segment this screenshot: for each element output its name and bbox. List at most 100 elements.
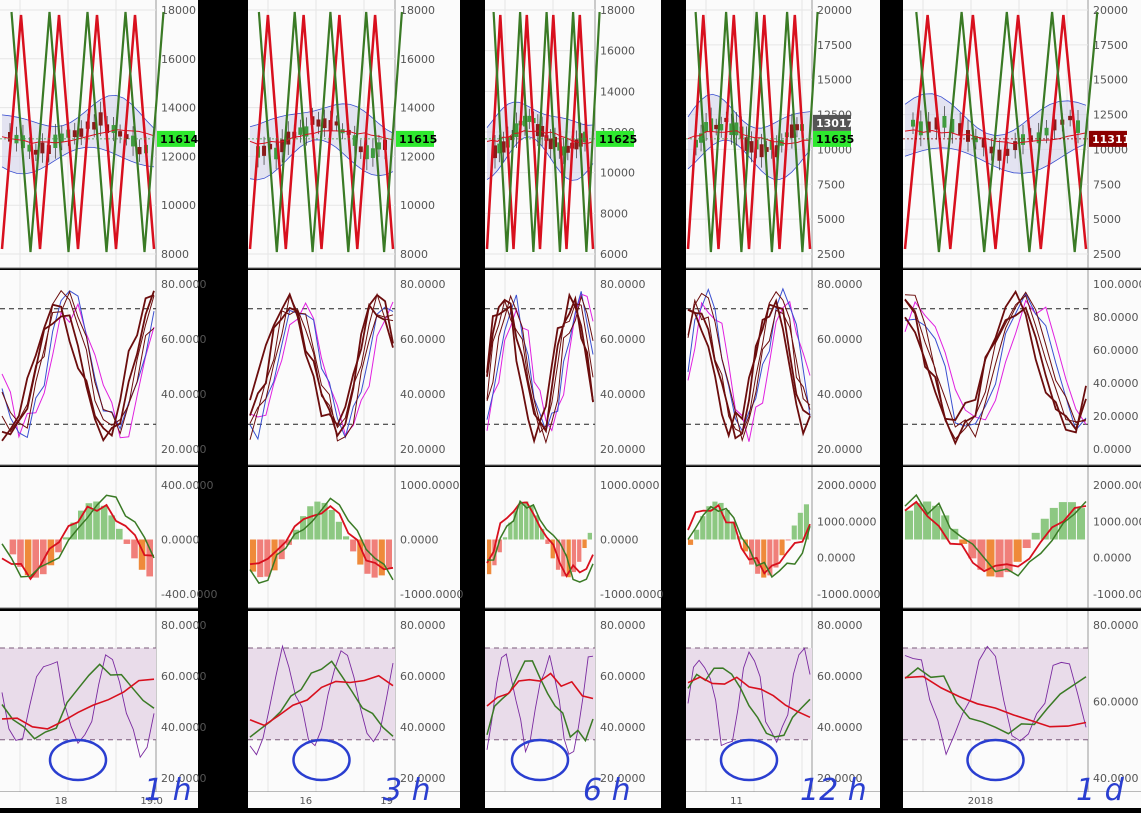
stoch-tick-label: 60.0000 [400, 333, 446, 346]
macd-histogram-bar [566, 539, 571, 578]
stoch-tick-label: 40.0000 [600, 388, 646, 401]
macd-histogram-bar [100, 505, 108, 540]
macd-histogram-bar [540, 528, 545, 540]
time-axis-label: 2018 [968, 796, 993, 807]
macd-line [904, 493, 1087, 577]
stoch-tick-label: 60.0000 [817, 333, 863, 346]
macd-histogram-bar [545, 539, 550, 544]
macd-histogram-bar [803, 504, 809, 540]
price-tick-label: 7500 [1093, 178, 1121, 191]
macd-histogram-bar [513, 510, 518, 540]
price-tick-label: 20000 [1093, 4, 1128, 17]
candle-body [1044, 127, 1049, 136]
stoch-line [687, 290, 811, 434]
macd-histogram-bar [257, 539, 264, 578]
panel-6h: 1800016000140001200010000800060001162580… [485, 0, 663, 808]
candle-body [268, 143, 273, 150]
stoch-tick-label: 80.0000 [600, 278, 646, 291]
price-tick-label: 14000 [400, 102, 435, 115]
stoch-line [249, 293, 394, 442]
macd-histogram-bar [250, 539, 257, 572]
stoch-line [249, 292, 394, 427]
candle-body [33, 149, 38, 155]
macd-histogram-bar [364, 539, 371, 574]
rsi-line [1, 654, 155, 759]
macd-histogram-bar [93, 501, 100, 540]
stoch-line [904, 299, 1087, 446]
stoch-line [904, 292, 1087, 432]
candle-body [262, 145, 267, 156]
candle-body [950, 119, 955, 133]
price-tick-label: 18000 [161, 4, 196, 17]
candle-body [565, 145, 570, 153]
macd-histogram-bar [492, 539, 497, 566]
handwritten-circle [292, 738, 351, 782]
price-tick-label: 17500 [1093, 39, 1128, 52]
candle-body [557, 142, 562, 151]
candle-body [934, 117, 939, 130]
macd-histogram-bar [736, 536, 742, 540]
macd-tick-label: 1000.0000 [1093, 515, 1141, 528]
price-tick-label: 12000 [161, 150, 196, 163]
time-axis-bg [686, 792, 880, 808]
bollinger-upper [249, 103, 394, 134]
price-tick-label: 14000 [161, 102, 196, 115]
last-price-value: 11615 [399, 133, 437, 146]
macd-histogram-bar [508, 522, 513, 540]
macd-histogram-bar [959, 539, 968, 544]
candle-body [714, 124, 719, 130]
price-tick-label: 14000 [600, 85, 635, 98]
price-tick-label: 2500 [1093, 248, 1121, 261]
candle-body [759, 144, 764, 158]
stoch-line [687, 300, 811, 442]
candle-body [92, 122, 97, 130]
candle-body [981, 137, 986, 148]
rsi-smooth-line [486, 660, 594, 743]
macd-tick-label: -400.0000 [161, 588, 217, 601]
stoch-tick-label: 60.0000 [161, 333, 207, 346]
rsi-tick-label: 60.0000 [600, 670, 646, 683]
candle-body [734, 122, 739, 136]
macd-histogram-bar [271, 539, 278, 571]
time-axis-label: 16 [299, 796, 312, 807]
rsi-tick-label: 60.0000 [161, 670, 207, 683]
macd-histogram-bar [742, 539, 748, 552]
macd-histogram-bar [502, 537, 508, 540]
macd-histogram-bar [561, 539, 566, 577]
candle-body [774, 145, 779, 158]
stoch-tick-label: 80.0000 [817, 278, 863, 291]
candle-body [304, 126, 309, 137]
price-tick-label: 5000 [1093, 213, 1121, 226]
price-tick-label: 10000 [161, 199, 196, 212]
candle-body [1068, 115, 1073, 121]
candle-body [27, 144, 32, 152]
stoch-tick-label: 0.0000 [1093, 443, 1132, 456]
last-price-tag [396, 130, 434, 147]
macd-tick-label: 0.0000 [161, 534, 200, 547]
macd-histogram-bar [555, 539, 561, 570]
rsi-ma-line [486, 672, 594, 707]
candle-body [704, 122, 709, 132]
candle-body [79, 128, 84, 137]
stoch-tick-label: 80.0000 [161, 278, 207, 291]
macd-histogram-bar [986, 539, 995, 577]
macd-histogram-bar [497, 539, 502, 553]
bollinger-lower [687, 139, 811, 180]
candle-body [1076, 120, 1080, 133]
candle-body [370, 148, 375, 158]
macd-histogram-bar [700, 516, 706, 540]
candle-body [40, 142, 45, 154]
stoch-line [687, 298, 811, 439]
price-tick-label: 5000 [817, 213, 845, 226]
stoch-tick-label: 100.0000 [1093, 278, 1141, 291]
macd-tick-label: 2000.0000 [817, 479, 877, 492]
macd-tick-label: 2000.0000 [1093, 479, 1141, 492]
rsi-tick-label: 80.0000 [161, 619, 207, 632]
macd-tick-label: -1000.000 [1093, 588, 1141, 601]
macd-histogram-bar [123, 539, 131, 544]
rsi-tick-label: 40.0000 [600, 721, 646, 734]
macd-tick-label: 1000.0000 [817, 515, 877, 528]
macd-histogram-bar [524, 501, 529, 540]
handwritten-timeframe-annotation: 12 h [800, 773, 867, 808]
